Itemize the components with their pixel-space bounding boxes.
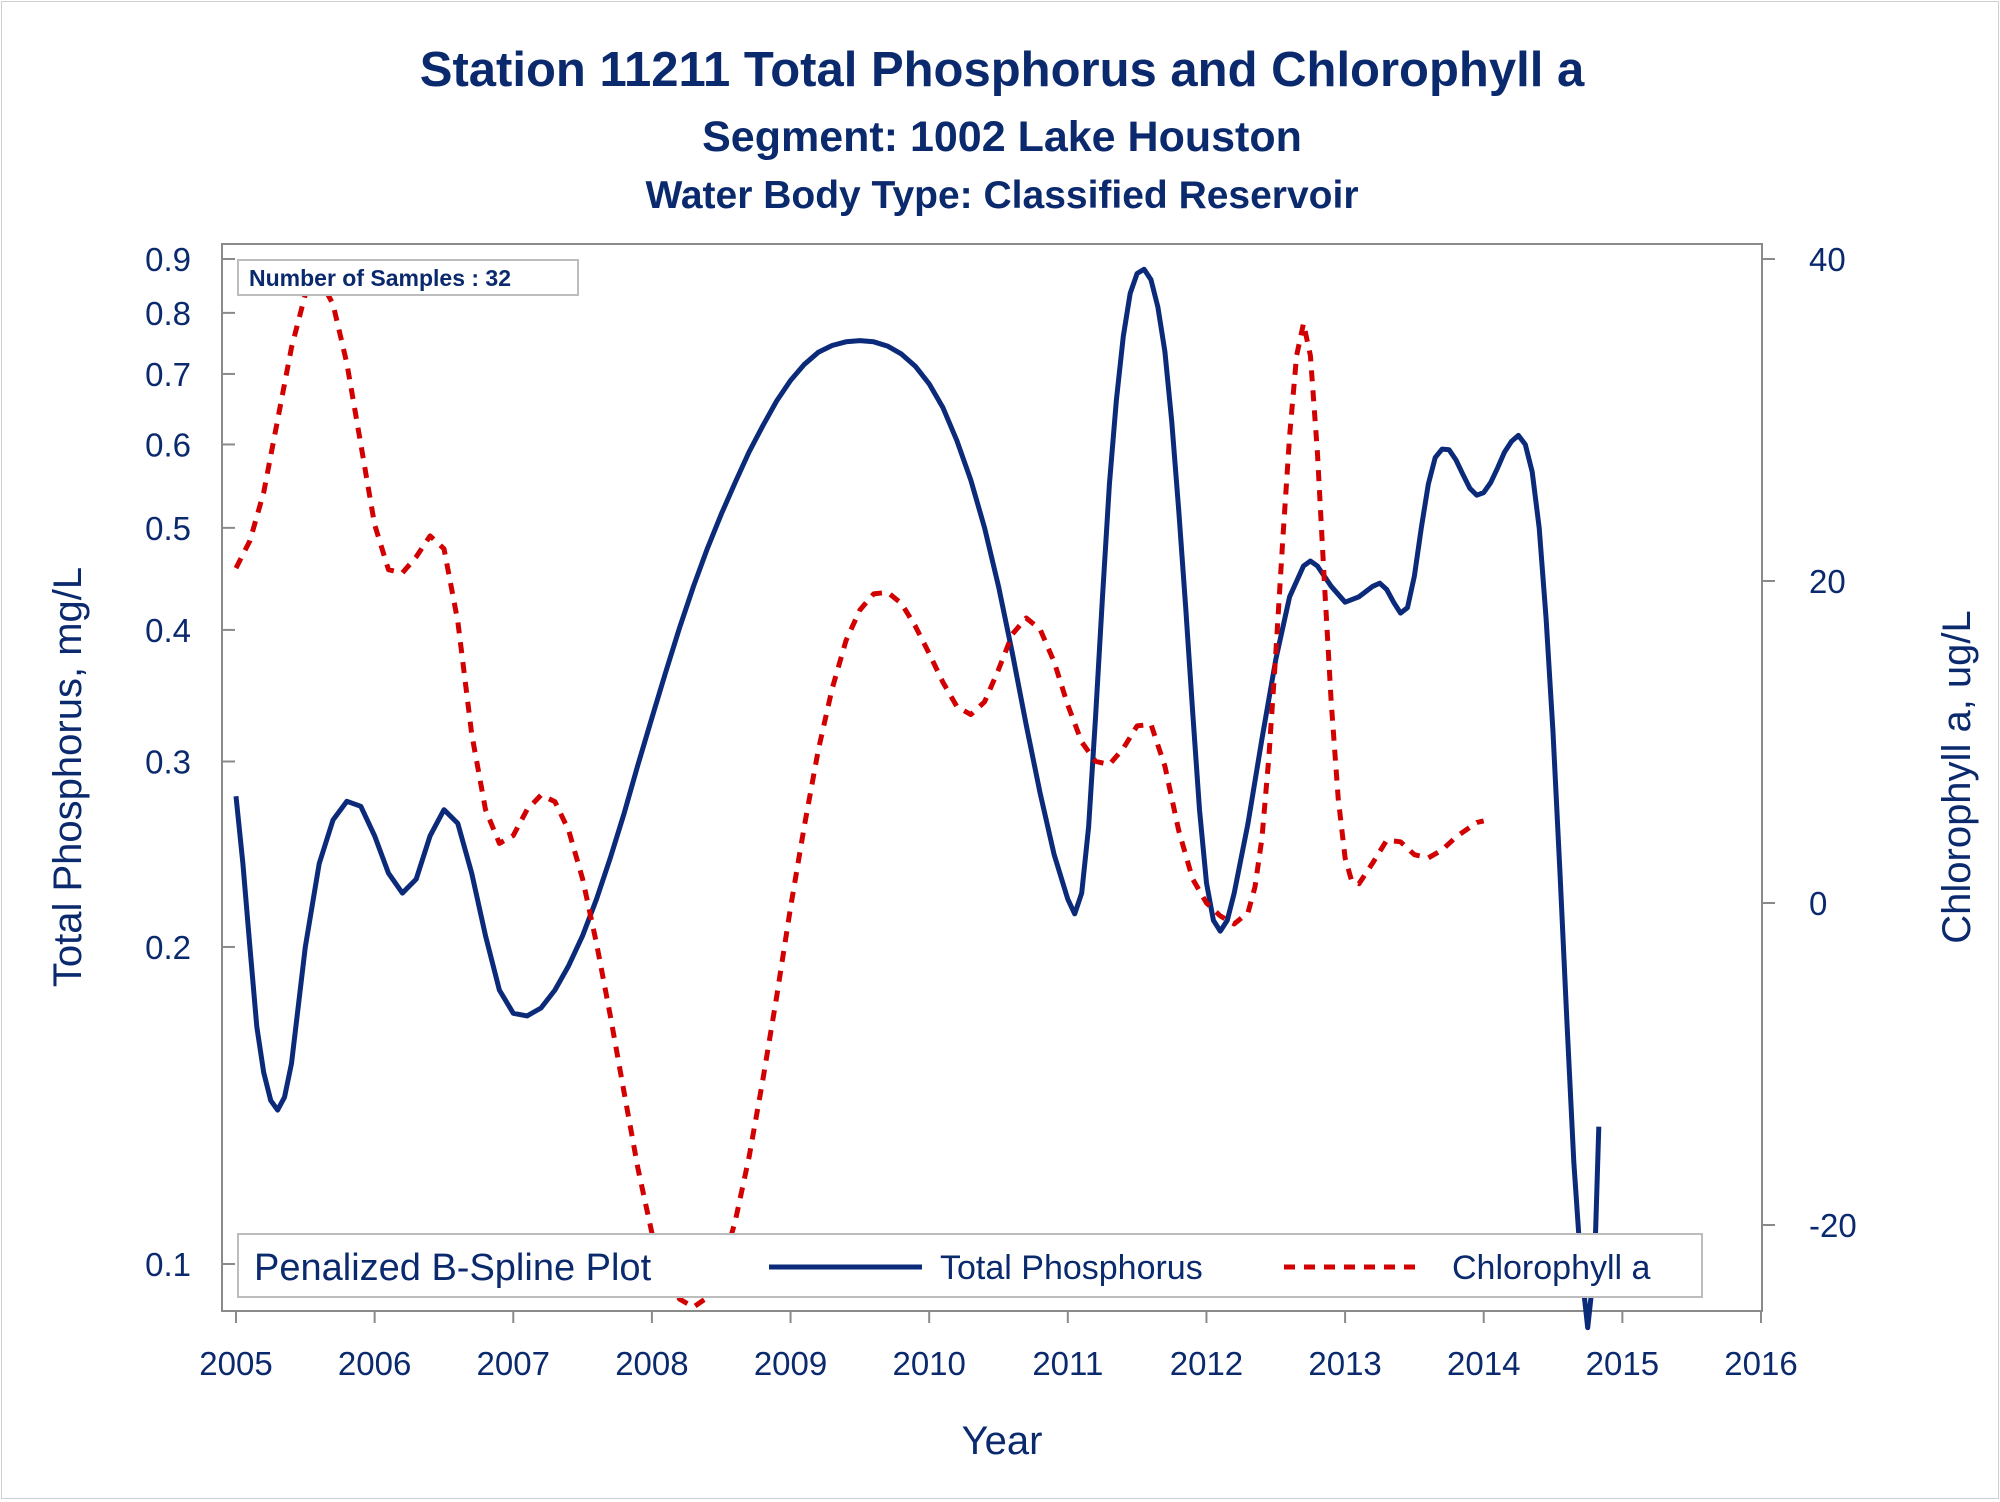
x-tick-label-2010: 2010 [892,1345,965,1382]
y-axis-right-label: Chlorophyll a, ug/L [1935,610,1979,944]
chart-subtitle-segment: Segment: 1002 Lake Houston [702,113,1302,161]
y-left-tick-label-0.8: 0.8 [145,295,191,332]
chart-subtitle-water-body: Water Body Type: Classified Reservoir [645,174,1358,217]
y-axis-left-label: Total Phosphorus, mg/L [46,567,90,987]
y-axis-left: 0.1 0.2 0.3 0.4 0.5 0.6 0.7 0.8 0.9 [145,241,235,1283]
y-left-tick-label-0.4: 0.4 [145,612,191,649]
x-tick-label-2015: 2015 [1586,1345,1659,1382]
y-right-tick-label--20: -20 [1809,1207,1857,1244]
x-tick-label-2006: 2006 [338,1345,411,1382]
legend-label-total-phosphorus: Total Phosphorus [940,1249,1203,1287]
y-axis-right: -20 0 20 40 [1762,241,1857,1244]
x-tick-label-2013: 2013 [1308,1345,1381,1382]
y-left-tick-label-0.1: 0.1 [145,1246,191,1283]
y-right-tick-label-20: 20 [1809,563,1846,600]
series-line-chlorophyll-a [233,275,1485,1310]
y-right-tick-label-40: 40 [1809,241,1846,278]
x-axis-label: Year [962,1419,1043,1463]
legend-label-chlorophyll-a: Chlorophyll a [1452,1249,1651,1287]
x-tick-label-2011: 2011 [1032,1345,1103,1382]
chart-title: Station 11211 Total Phosphorus and Chlor… [420,43,1585,97]
samples-inset: Number of Samples : 32 [237,259,579,296]
x-tick-label-2008: 2008 [615,1345,688,1382]
y-left-tick-label-0.7: 0.7 [145,356,191,393]
y-left-tick-label-0.6: 0.6 [145,426,191,463]
samples-inset-label: Number of Samples : 32 [249,265,511,291]
x-tick-label-2016: 2016 [1724,1345,1797,1382]
samples-inset-box [237,259,579,296]
plot-area [221,243,1763,1312]
x-axis: 2005 2006 2007 2008 2009 2010 2011 2012 2013 2014… [199,1310,1798,1382]
series-line-total-phosphorus [233,266,1602,1331]
x-tick-label-2007: 2007 [477,1345,550,1382]
x-tick-label-2012: 2012 [1170,1345,1243,1382]
legend-box [237,1233,1703,1298]
y-left-tick-label-0.3: 0.3 [145,744,191,781]
legend-title: Penalized B-Spline Plot [254,1247,652,1289]
y-left-tick-label-0.5: 0.5 [145,510,191,547]
y-left-tick-label-0.2: 0.2 [145,929,191,966]
y-left-tick-label-0.9: 0.9 [145,241,191,278]
x-tick-label-2005: 2005 [199,1345,272,1382]
x-tick-label-2009: 2009 [754,1345,827,1382]
x-tick-label-2014: 2014 [1447,1345,1520,1382]
legend: Penalized B-Spline Plot Total Phosphorus… [237,1233,1703,1298]
y-right-tick-label-0: 0 [1809,885,1827,922]
